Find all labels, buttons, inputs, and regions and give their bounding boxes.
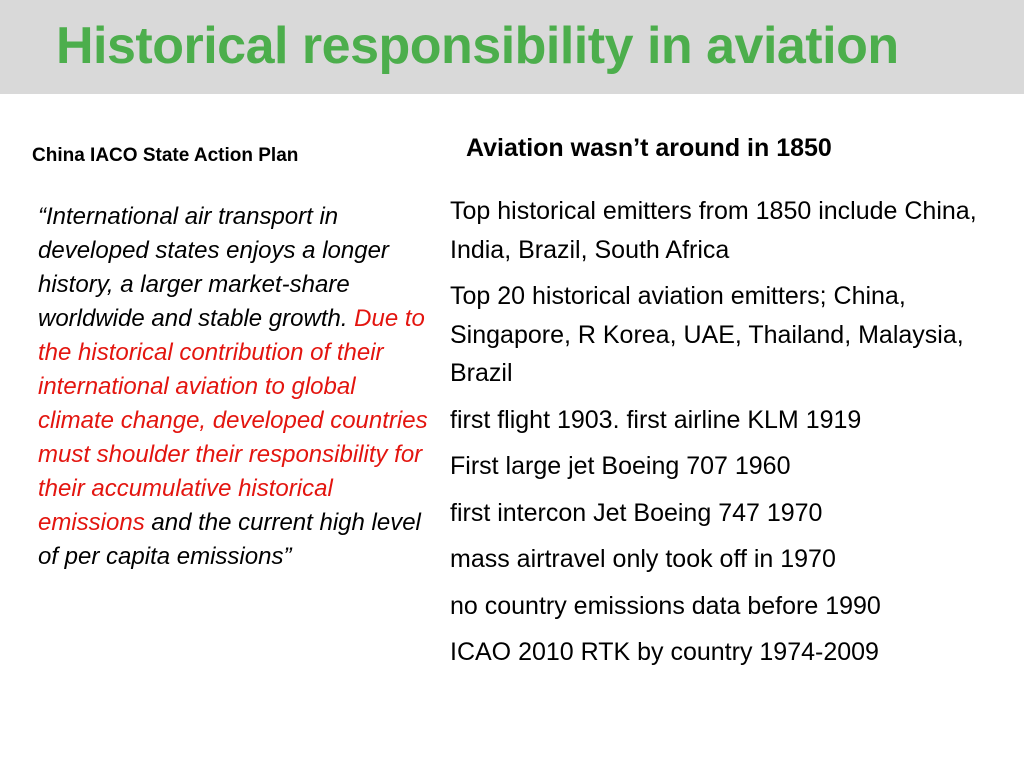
bullet-list: Top historical emitters from 1850 includ…: [450, 192, 1010, 680]
list-item: first flight 1903. first airline KLM 191…: [450, 405, 862, 434]
list-item: First large jet Boeing 707 1960: [450, 452, 791, 480]
list-item: no country emissions data before 1990: [450, 591, 881, 620]
quote-highlight: Due to the historical contribution of th…: [38, 305, 428, 536]
slide-title: Historical responsibility in aviation: [56, 17, 899, 75]
list-item: first intercon Jet Boeing 747 1970: [450, 498, 823, 527]
list-item: ICAO 2010 RTK by country 1974-2009: [450, 638, 879, 666]
left-heading: China IACO State Action Plan: [32, 145, 299, 166]
quote-block: “International air transport in develope…: [38, 200, 438, 574]
quote-close: and the current high level of per capita…: [38, 509, 421, 570]
list-item: Top 20 historical aviation emitters; Chi…: [450, 282, 964, 387]
list-item: mass airtravel only took off in 1970: [450, 545, 836, 573]
list-item: Top historical emitters from 1850 includ…: [450, 197, 977, 264]
quote-open: “International air transport in develope…: [38, 203, 389, 332]
right-heading: Aviation wasn’t around in 1850: [466, 134, 832, 162]
title-bar: Historical responsibility in aviation: [0, 0, 1024, 94]
